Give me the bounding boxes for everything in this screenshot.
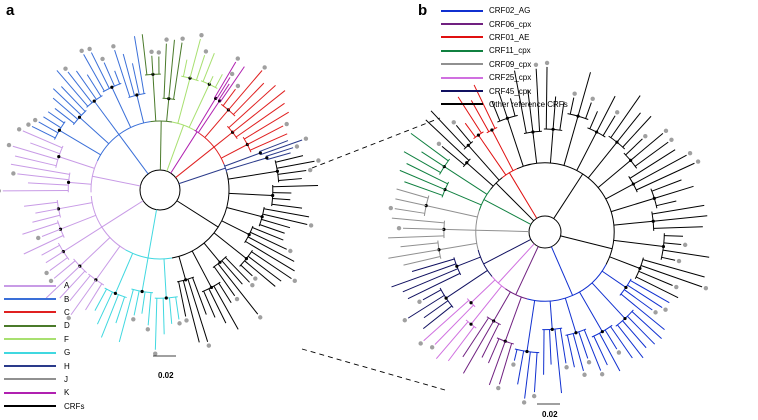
legend-label: CRF45_cpx: [489, 86, 532, 96]
legend-b-item: CRF01_AE: [441, 31, 568, 44]
legend-label: CRF11_cpx: [489, 46, 531, 56]
legend-swatch: [4, 311, 56, 314]
legend-label: G: [64, 348, 71, 358]
legend-a-item: CRFs: [4, 400, 84, 413]
legend-a-item: F: [4, 333, 84, 346]
zoom-connector-lines: [301, 117, 446, 391]
legend-label: F: [64, 334, 69, 344]
legend-label: CRF02_AG: [489, 6, 531, 16]
panel-b-letter: b: [418, 2, 428, 19]
legend-swatch: [441, 103, 483, 106]
legend-a-item: G: [4, 346, 84, 359]
legend-label: A: [64, 281, 70, 291]
legend-swatch: [441, 36, 483, 39]
panel-a-letter: a: [6, 2, 15, 19]
legend-b-item: CRF25_cpx: [441, 71, 568, 84]
legend-swatch: [441, 76, 483, 79]
legend-label: Other reference CRFs: [489, 99, 568, 109]
legend-a-item: C: [4, 306, 84, 319]
legend-label: J: [64, 374, 68, 384]
legend-b-item: CRF06_cpx: [441, 17, 568, 30]
legend-swatch: [441, 49, 483, 52]
zoom-connector-bottom: [301, 348, 446, 391]
legend-swatch: [441, 9, 483, 12]
legend-swatch: [4, 405, 56, 408]
tree-b-circular-phylogeny: [388, 60, 710, 405]
legend-swatch: [441, 63, 483, 66]
legend-a-item: H: [4, 359, 84, 372]
legend-swatch: [4, 391, 56, 394]
legend-swatch: [4, 284, 56, 287]
legend-b-item: CRF45_cpx: [441, 84, 568, 97]
legend-label: D: [64, 321, 70, 331]
legend-swatch: [4, 351, 56, 354]
legend-swatch: [4, 378, 56, 381]
legend-label: K: [64, 388, 70, 398]
legend-label: CRF09_cpx: [489, 59, 532, 69]
legend-a-item: J: [4, 373, 84, 386]
legend-label: H: [64, 361, 70, 371]
zoom-connector-top: [311, 117, 441, 169]
legend-swatch: [4, 324, 56, 327]
legend-label: CRF06_cpx: [489, 19, 532, 29]
legend-b-item: Other reference CRFs: [441, 98, 568, 111]
legend-a-item: B: [4, 292, 84, 305]
legend-b: CRF02_AG CRF06_cpx CRF01_AE CRF11_cpx CRF09_…: [441, 4, 568, 111]
legend-b-item: CRF09_cpx: [441, 58, 568, 71]
legend-a-item: K: [4, 386, 84, 399]
legend-label: CRFs: [64, 401, 85, 411]
legend-swatch: [441, 23, 483, 26]
legend-swatch: [4, 365, 56, 368]
legend-label: C: [64, 307, 70, 317]
legend-a-item: D: [4, 319, 84, 332]
legend-label: CRF01_AE: [489, 32, 530, 42]
legend-a-item: A: [4, 279, 84, 292]
legend-label: B: [64, 294, 70, 304]
legend-swatch: [4, 298, 56, 301]
legend-swatch: [441, 90, 483, 93]
legend-label: CRF25_cpx: [489, 73, 532, 83]
scale-bar-a-label: 0.02: [158, 371, 174, 380]
legend-b-item: CRF11_cpx: [441, 44, 568, 57]
legend-b-item: CRF02_AG: [441, 4, 568, 17]
scale-bar-b-label: 0.02: [542, 410, 558, 419]
legend-a: A B C D F G H J K CRFs: [4, 279, 84, 413]
legend-swatch: [4, 338, 56, 341]
tree-a-circular-phylogeny: [0, 32, 321, 356]
